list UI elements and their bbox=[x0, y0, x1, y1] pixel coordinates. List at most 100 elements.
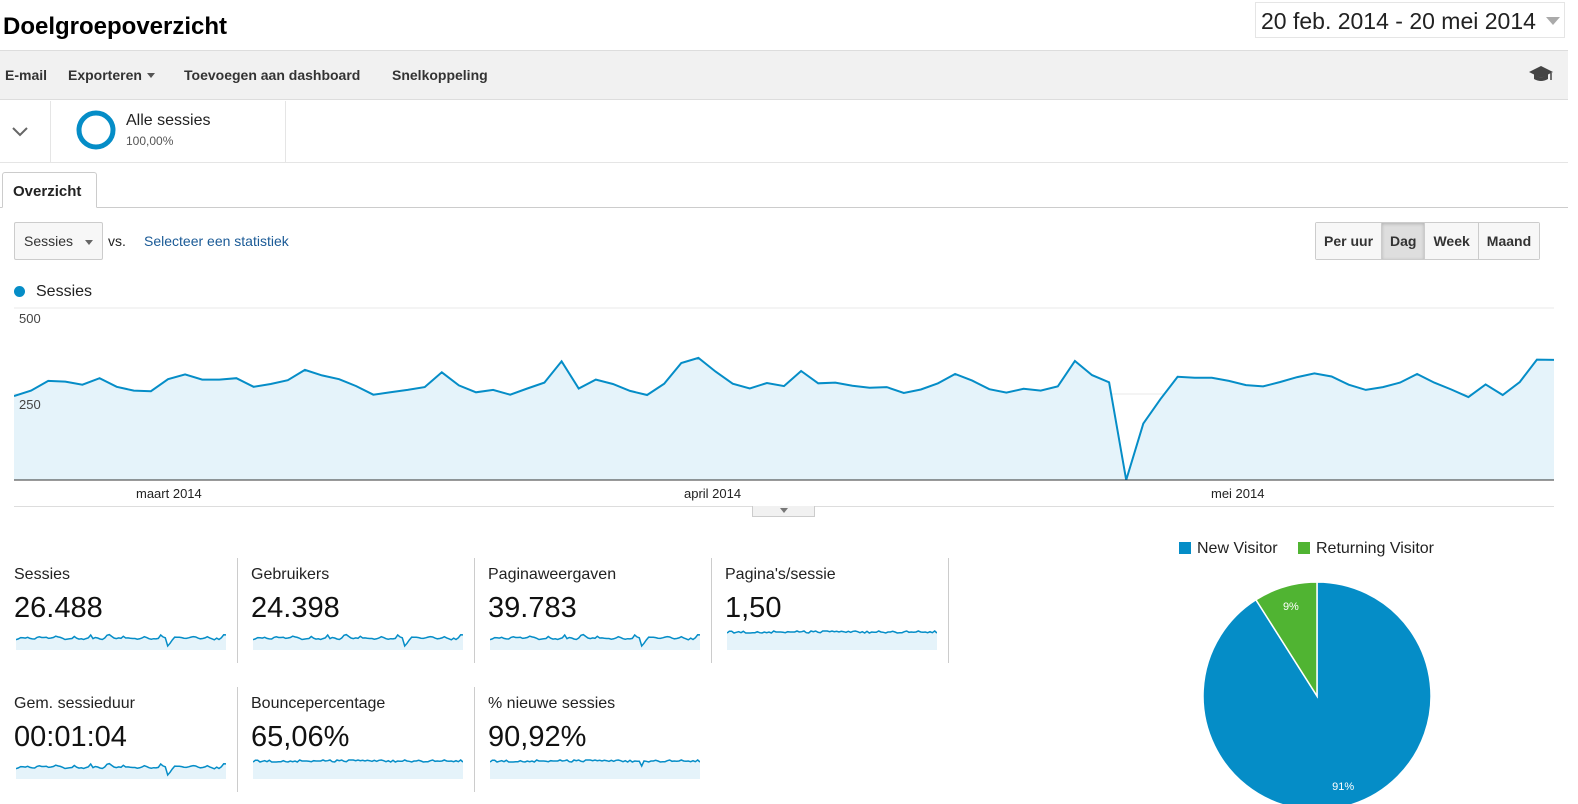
email-button[interactable]: E-mail bbox=[5, 67, 48, 83]
metric-label: Pagina's/sessie bbox=[725, 566, 836, 583]
select-metric-link[interactable]: Selecteer een statistiek bbox=[144, 233, 289, 249]
visitor-type-pie-chart[interactable]: 91% 9% bbox=[1200, 580, 1436, 804]
collapse-chart-toggle[interactable] bbox=[752, 506, 815, 517]
caret-down-icon bbox=[780, 508, 788, 513]
metric-value: 39.783 bbox=[488, 592, 577, 624]
tab-overview[interactable]: Overzicht bbox=[2, 172, 97, 208]
metric-value: 26.488 bbox=[14, 592, 103, 624]
sparkline-area bbox=[253, 634, 463, 650]
tile-separator bbox=[474, 687, 475, 792]
sparkline-line bbox=[16, 633, 226, 648]
sparkline-area bbox=[16, 763, 226, 779]
metric-label: % nieuwe sessies bbox=[488, 695, 616, 712]
metric-label: Gem. sessieduur bbox=[14, 695, 135, 712]
metric-value: 90,92% bbox=[488, 721, 587, 753]
metric-value: 24.398 bbox=[251, 592, 340, 624]
pie-slice[interactable] bbox=[1254, 581, 1318, 699]
metric-sparkline bbox=[490, 759, 700, 779]
metric-sparkline bbox=[16, 633, 226, 650]
metric-sparkline bbox=[253, 759, 463, 779]
metric-tile[interactable]: % nieuwe sessies 90,92% bbox=[488, 695, 725, 792]
sparkline-line bbox=[253, 759, 463, 763]
tile-separator bbox=[237, 558, 238, 663]
sparkline-area bbox=[727, 631, 937, 650]
legend-swatch bbox=[1179, 542, 1191, 554]
sparkline-area bbox=[253, 760, 463, 779]
pie-legend-new-visitor[interactable]: New Visitor bbox=[1179, 540, 1278, 558]
export-button[interactable]: Exporteren bbox=[68, 67, 155, 83]
tile-separator bbox=[237, 687, 238, 792]
graduation-cap-icon[interactable] bbox=[1528, 64, 1554, 84]
sparkline-line bbox=[727, 630, 937, 634]
pie-slice[interactable] bbox=[1202, 581, 1432, 804]
tile-separator bbox=[711, 558, 712, 663]
series-line bbox=[14, 356, 1554, 481]
tile-separator bbox=[474, 558, 475, 663]
segment-bar: Alle sessies 100,00% bbox=[0, 101, 1568, 163]
period-switcher: Per uur Dag Week Maand bbox=[1315, 222, 1541, 260]
add-to-dashboard-button[interactable]: Toevoegen aan dashboard bbox=[184, 67, 361, 83]
metric-tile[interactable]: Gem. sessieduur 00:01:04 bbox=[14, 687, 251, 792]
segment-card-all-sessions[interactable]: Alle sessies 100,00% bbox=[52, 101, 286, 163]
period-week-button[interactable]: Week bbox=[1425, 223, 1479, 259]
series-legend-label: Sessies bbox=[36, 283, 93, 300]
vs-label: vs. bbox=[108, 233, 126, 249]
caret-down-icon bbox=[85, 240, 93, 245]
pie-legend-label: New Visitor bbox=[1197, 540, 1278, 557]
metric-select[interactable]: Sessies bbox=[14, 222, 103, 260]
x-tick-label: maart 2014 bbox=[136, 486, 202, 501]
metric-value: 1,50 bbox=[725, 592, 782, 624]
date-range-picker[interactable]: 20 feb. 2014 - 20 mei 2014 bbox=[1255, 2, 1565, 38]
pie-slice-label: 9% bbox=[1283, 601, 1299, 613]
period-hourly-button[interactable]: Per uur bbox=[1316, 223, 1383, 259]
metric-label: Bouncepercentage bbox=[251, 695, 386, 712]
date-range-text: 20 feb. 2014 - 20 mei 2014 bbox=[1261, 8, 1536, 34]
metric-sparkline bbox=[490, 633, 700, 650]
metric-select-value: Sessies bbox=[24, 233, 74, 249]
page-title: Doelgroepoverzicht bbox=[3, 13, 228, 40]
y-tick-label: 500 bbox=[19, 311, 41, 326]
export-label: Exporteren bbox=[68, 67, 142, 83]
metric-tile[interactable]: Gebruikers 24.398 bbox=[251, 558, 488, 663]
metric-sparkline bbox=[16, 762, 226, 779]
metric-sparkline bbox=[253, 633, 463, 650]
sessions-chart[interactable] bbox=[14, 306, 1554, 482]
metric-tile[interactable]: Sessies 26.488 bbox=[14, 558, 251, 663]
y-tick-label: 250 bbox=[19, 397, 41, 412]
shortcut-button[interactable]: Snelkoppeling bbox=[392, 67, 488, 83]
metric-value: 65,06% bbox=[251, 721, 350, 753]
pie-legend-returning-visitor[interactable]: Returning Visitor bbox=[1298, 540, 1434, 558]
segment-percent: 100,00% bbox=[126, 134, 174, 148]
sparkline-line bbox=[490, 633, 700, 648]
caret-down-icon bbox=[146, 73, 155, 78]
metric-tile[interactable]: Paginaweergaven 39.783 bbox=[488, 558, 725, 663]
sparkline-line bbox=[490, 759, 700, 768]
sparkline-area bbox=[490, 760, 700, 779]
report-toolbar: E-mail Exporteren Toevoegen aan dashboar… bbox=[0, 50, 1568, 100]
sparkline-line bbox=[253, 633, 463, 648]
metric-sparkline bbox=[727, 630, 937, 650]
period-day-button[interactable]: Dag bbox=[1382, 223, 1426, 259]
sparkline-area bbox=[16, 634, 226, 650]
segment-toggle[interactable] bbox=[0, 101, 51, 163]
series-area bbox=[14, 357, 1554, 480]
pie-slice-label: 91% bbox=[1332, 781, 1354, 793]
metric-label: Paginaweergaven bbox=[488, 566, 617, 583]
sparkline-line bbox=[16, 762, 226, 777]
period-month-button[interactable]: Maand bbox=[1478, 223, 1540, 259]
pie-legend-label: Returning Visitor bbox=[1316, 540, 1434, 557]
tab-divider bbox=[0, 207, 1568, 208]
x-tick-label: mei 2014 bbox=[1211, 486, 1265, 501]
tile-separator bbox=[948, 558, 949, 663]
metric-label: Sessies bbox=[14, 566, 71, 583]
legend-swatch bbox=[1298, 542, 1310, 554]
segment-name: Alle sessies bbox=[126, 112, 211, 129]
metric-value: 00:01:04 bbox=[14, 721, 127, 753]
series-legend-dot bbox=[14, 286, 25, 297]
chevron-down-icon[interactable] bbox=[1546, 17, 1560, 25]
metric-tile[interactable]: Bouncepercentage 65,06% bbox=[251, 687, 488, 792]
chevron-down-icon bbox=[12, 127, 28, 137]
segment-ring-icon bbox=[76, 110, 116, 150]
metric-label: Gebruikers bbox=[251, 566, 330, 583]
metric-tile[interactable]: Pagina's/sessie 1,50 bbox=[725, 558, 962, 663]
